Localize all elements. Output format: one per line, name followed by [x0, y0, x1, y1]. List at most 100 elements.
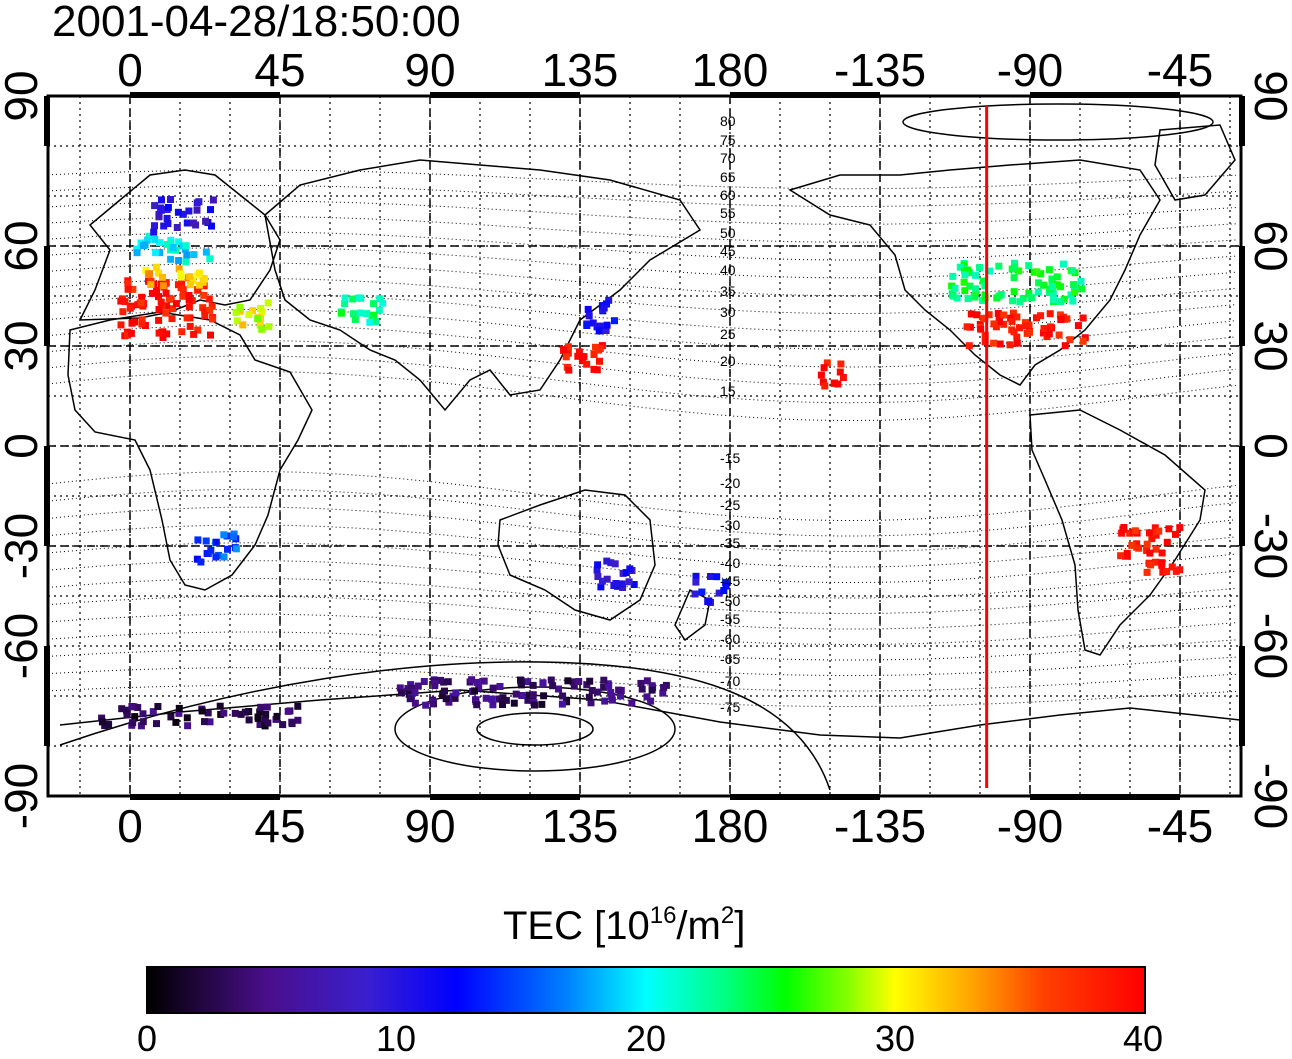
tec-sample [183, 219, 191, 227]
tec-sample [185, 292, 193, 299]
tec-sample [1070, 281, 1078, 289]
tec-sample [692, 572, 700, 580]
tec-sample [489, 684, 497, 692]
tec-sample [207, 206, 214, 214]
tec-sample [985, 311, 993, 319]
tec-sample [611, 560, 619, 568]
tec-sample [420, 678, 428, 685]
tec-sample [245, 311, 253, 319]
frame-bottom-bar [130, 794, 280, 800]
bottom-lon-label: 135 [541, 800, 619, 852]
tec-sample [256, 321, 264, 329]
tec-sample [821, 382, 829, 390]
tec-sample [355, 294, 363, 302]
tec-sample [200, 291, 208, 299]
tec-sample [704, 598, 712, 606]
tec-sample [232, 545, 240, 553]
tec-sample [149, 708, 157, 716]
frame-top-bar [130, 92, 280, 98]
tec-sample [1126, 529, 1134, 537]
tec-sample [206, 255, 214, 263]
top-lon-label: 180 [691, 44, 769, 96]
tec-sample [198, 707, 206, 715]
left-lat-label: 30 [0, 320, 47, 372]
tec-sample [647, 697, 655, 705]
tec-sample [151, 202, 159, 210]
tec-sample [643, 693, 651, 701]
tec-sample [201, 312, 209, 319]
tec-sample [555, 685, 562, 693]
contour-label: -15 [720, 450, 740, 466]
tec-sample [480, 677, 488, 685]
tec-sample [589, 319, 597, 327]
tec-sample [262, 711, 270, 718]
tec-sample [953, 294, 961, 302]
tec-sample [101, 722, 109, 730]
mlat-contour [48, 471, 1237, 521]
colorbar-title-exp1: 16 [649, 902, 677, 929]
tec-sample [123, 711, 131, 719]
frame-left-bar [44, 96, 50, 146]
tec-sample [258, 325, 266, 333]
tec-sample [580, 353, 588, 361]
tec-sample [169, 243, 177, 251]
frame-left-bar [44, 646, 50, 746]
tec-sample [151, 235, 159, 243]
tec-sample [162, 289, 170, 297]
tec-sample [131, 713, 139, 721]
tec-sample [158, 196, 165, 204]
tec-sample [1040, 325, 1048, 332]
tec-sample [148, 289, 156, 297]
tec-sample [156, 239, 163, 247]
tec-sample [628, 699, 636, 707]
tec-sample [165, 294, 173, 302]
tec-sample [202, 217, 210, 225]
tec-sample [164, 220, 172, 228]
left-lat-label: -60 [0, 612, 47, 680]
tec-sample [117, 321, 125, 329]
tec-sample [587, 699, 595, 707]
tec-sample [128, 703, 136, 710]
tec-sample [539, 680, 547, 687]
contour-label: 50 [720, 225, 736, 241]
tec-sample [964, 266, 972, 274]
tec-sample [407, 681, 415, 689]
tec-sample [146, 270, 154, 278]
tec-sample [163, 241, 171, 248]
coastline [1154, 124, 1236, 201]
contour-label: -75 [720, 699, 740, 715]
tec-sample [159, 282, 167, 290]
tec-sample [499, 694, 507, 702]
tec-sample [626, 565, 634, 573]
tec-sample [155, 329, 163, 337]
tec-sample [153, 287, 160, 294]
tec-sample [971, 285, 979, 293]
tec-sample [980, 314, 988, 322]
tec-sample [232, 308, 240, 316]
tec-sample [370, 311, 378, 319]
tec-sample [1117, 552, 1125, 560]
tec-sample [473, 701, 481, 709]
tec-sample [159, 334, 167, 341]
tec-sample [977, 325, 985, 333]
tec-sample [179, 210, 187, 218]
tec-sample [284, 707, 292, 715]
tec-sample [619, 584, 627, 591]
tec-sample [233, 317, 241, 325]
tec-sample [1009, 309, 1017, 317]
top-lon-label: -45 [1146, 44, 1214, 96]
colorbar-title-suffix: ] [734, 904, 746, 948]
tec-sample [820, 364, 828, 372]
tec-sample [584, 305, 592, 313]
top-lon-label: 90 [404, 44, 456, 96]
tec-sample [201, 718, 208, 726]
tec-sample [414, 682, 422, 690]
tec-sample [159, 273, 166, 281]
tec-sample [1013, 333, 1021, 341]
top-lon-label: -135 [833, 44, 927, 96]
tec-sample [442, 695, 450, 703]
tec-sample [216, 702, 224, 710]
tec-sample [608, 696, 616, 704]
tec-sample [615, 686, 623, 694]
tec-sample [981, 282, 989, 290]
